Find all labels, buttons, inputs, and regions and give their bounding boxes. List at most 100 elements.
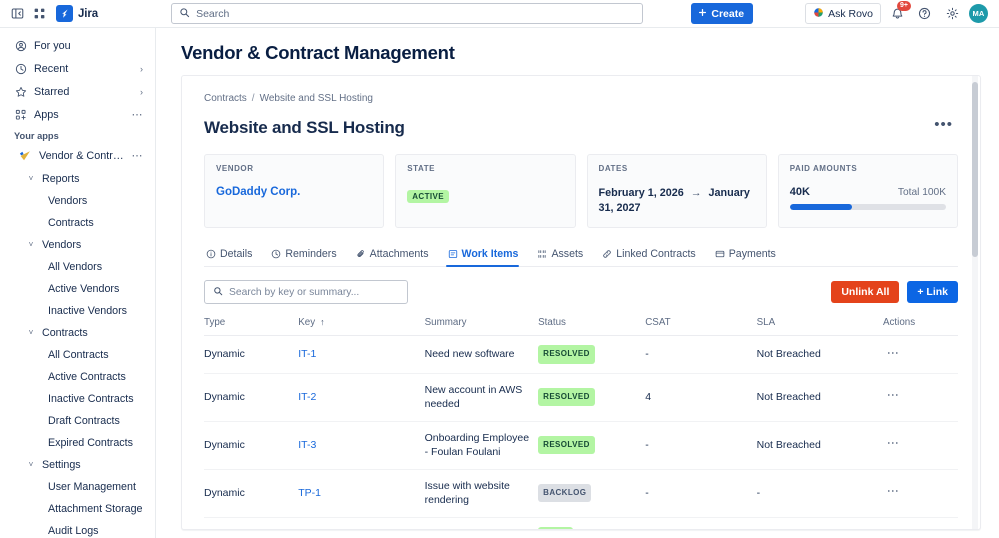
cell-actions: ⋮ (882, 421, 958, 470)
breadcrumb-parent[interactable]: Contracts (204, 93, 247, 104)
work-items-icon (448, 249, 458, 259)
work-item-key-link[interactable]: IT-1 (298, 348, 317, 360)
work-item-key-link[interactable]: IT-3 (298, 438, 317, 451)
global-search-input[interactable]: Search (171, 3, 644, 24)
vendor-card-label: VENDOR (216, 164, 254, 173)
tab-payments[interactable]: Payments (713, 244, 785, 266)
jira-home-link[interactable]: Jira (56, 5, 98, 22)
column-header-csat[interactable]: CSAT (645, 317, 757, 336)
column-label: Actions (882, 317, 916, 328)
sidebar-item-inactive-contracts[interactable]: Inactive Contracts (4, 388, 151, 409)
vendor-contract-app-icon (18, 149, 32, 163)
work-item-key-link[interactable]: TP-1 (298, 486, 322, 499)
notifications-button[interactable]: 9+ (887, 0, 911, 24)
sidebar-item-active-vendors[interactable]: Active Vendors (4, 278, 151, 299)
avatar[interactable]: MA (969, 4, 988, 23)
tab-linked-contracts[interactable]: Linked Contracts (600, 244, 705, 266)
sidebar-item-attachment-storage[interactable]: Attachment Storage (4, 498, 151, 519)
app-shell: For you Recent › Starred › (0, 28, 999, 538)
cell-type: Dynamic (204, 421, 299, 470)
ask-rovo-button[interactable]: Ask Rovo (805, 3, 881, 24)
table-row[interactable]: Dynamic IT-3 Onboarding Employee - Foulan … (204, 421, 958, 470)
column-header-type[interactable]: Type (204, 317, 299, 336)
notifications-badge: 9+ (897, 0, 911, 11)
gear-icon[interactable] (941, 3, 963, 25)
link-button[interactable]: + Link (907, 281, 958, 303)
cell-type: Dynamic (204, 335, 299, 374)
sidebar-item-for-you[interactable]: For you (4, 35, 151, 57)
kebab-menu-icon[interactable]: ⋮ (885, 346, 900, 358)
table-row[interactable]: Dynamic IT-2 New account in AWS needed RESO… (204, 373, 958, 422)
tab-assets[interactable]: Assets (535, 244, 592, 266)
table-row[interactable]: Dynamic IT-1 Need new software RESOLVED - Not… (204, 335, 958, 374)
sidebar-item-expired-contracts[interactable]: Expired Contracts (4, 432, 151, 453)
kebab-menu-icon[interactable]: ⋮ (885, 485, 900, 497)
sidebar-item-apps[interactable]: Apps ⋯ (4, 104, 151, 126)
tab-attachments[interactable]: Attachments (354, 244, 438, 266)
vendor-card: VENDOR GoDaddy Corp. (204, 154, 385, 228)
work-item-key-link[interactable]: TP-2 (298, 530, 321, 531)
apps-more-icon[interactable]: ⋯ (131, 109, 143, 121)
app-switcher-icon[interactable] (28, 3, 50, 25)
sidebar-item-reports-vendors[interactable]: Vendors (4, 190, 151, 211)
sidebar-item-starred[interactable]: Starred › (4, 81, 151, 103)
chevron-right-icon[interactable]: › (140, 64, 143, 74)
nav-right-cluster: Create Ask Rovo 9+ (691, 0, 993, 25)
tab-reminders[interactable]: Reminders (269, 244, 345, 266)
sidebar-item-active-contracts[interactable]: Active Contracts (4, 366, 151, 387)
panel-toggle-icon[interactable] (6, 3, 28, 25)
sidebar-item-all-contracts[interactable]: All Contracts (4, 344, 151, 365)
contract-tabs: Details Reminders (204, 244, 958, 267)
sidebar-group-contracts[interactable]: ˅ Contracts (4, 322, 151, 343)
unlink-all-button[interactable]: Unlink All (831, 281, 900, 303)
sidebar-item-reports-contracts[interactable]: Contracts (4, 212, 151, 233)
work-items-search-input[interactable]: Search by key or summary... (204, 280, 408, 304)
sidebar-group-vendors[interactable]: ˅ Vendors (4, 234, 151, 255)
chevron-down-icon: ˅ (28, 460, 34, 469)
sidebar-item-inactive-vendors[interactable]: Inactive Vendors (4, 300, 151, 321)
link-icon (602, 249, 612, 259)
status-badge: RESOLVED (538, 345, 595, 364)
column-header-sla[interactable]: SLA (756, 317, 883, 336)
column-header-status[interactable]: Status (538, 317, 646, 336)
chevron-right-icon[interactable]: › (140, 87, 143, 97)
work-item-key-link[interactable]: IT-2 (298, 390, 317, 403)
vendor-card-value[interactable]: GoDaddy Corp. (216, 186, 301, 198)
column-header-key[interactable]: Key ↑ (298, 317, 425, 336)
sidebar-group-settings[interactable]: ˅ Settings (4, 454, 151, 475)
sidebar-item-label: Vendors (48, 194, 88, 207)
create-button[interactable]: Create (691, 3, 754, 24)
sidebar: For you Recent › Starred › (0, 28, 156, 538)
tab-details[interactable]: Details (204, 244, 261, 266)
panel-scrollbar-track[interactable] (972, 76, 978, 529)
sidebar-item-user-management[interactable]: User Management (4, 476, 151, 497)
breadcrumb: Contracts / Website and SSL Hosting (204, 93, 958, 104)
global-navigation-bar: Jira Search Create (0, 0, 999, 28)
cell-status: DONE (538, 517, 646, 529)
app-more-icon[interactable]: ⋯ (131, 150, 143, 162)
kebab-menu-icon[interactable]: ⋮ (885, 389, 900, 401)
chevron-down-icon: ˅ (28, 174, 34, 183)
panel-scrollbar-thumb[interactable] (972, 82, 978, 257)
contract-detail-panel: Contracts / Website and SSL Hosting Webs… (181, 75, 981, 530)
kebab-menu-icon[interactable]: ⋮ (885, 437, 900, 449)
sidebar-item-draft-contracts[interactable]: Draft Contracts (4, 410, 151, 431)
info-circle-icon (206, 249, 216, 259)
sidebar-item-audit-logs[interactable]: Audit Logs (4, 520, 151, 538)
status-badge: RESOLVED (538, 387, 595, 407)
cell-actions: ⋮ (882, 335, 958, 374)
sidebar-item-label: Starred (34, 86, 70, 98)
sidebar-item-vendor-contract-app[interactable]: Vendor & Contract... ⋯ (4, 145, 151, 167)
kebab-menu-icon[interactable]: ⋮ (883, 528, 900, 529)
sidebar-item-all-vendors[interactable]: All Vendors (4, 256, 151, 277)
sidebar-item-label: For you (34, 40, 71, 52)
tab-work-items[interactable]: Work Items (445, 244, 528, 267)
arrow-right-icon: → (690, 187, 702, 199)
column-header-summary[interactable]: Summary (424, 317, 539, 336)
sidebar-item-recent[interactable]: Recent › (4, 58, 151, 80)
sidebar-group-reports[interactable]: ˅ Reports (4, 168, 151, 189)
table-row[interactable]: Dynamic TP-1 Issue with website rendering B… (204, 469, 958, 518)
contract-more-actions-button[interactable]: ••• (934, 116, 953, 133)
help-icon[interactable] (913, 3, 935, 25)
